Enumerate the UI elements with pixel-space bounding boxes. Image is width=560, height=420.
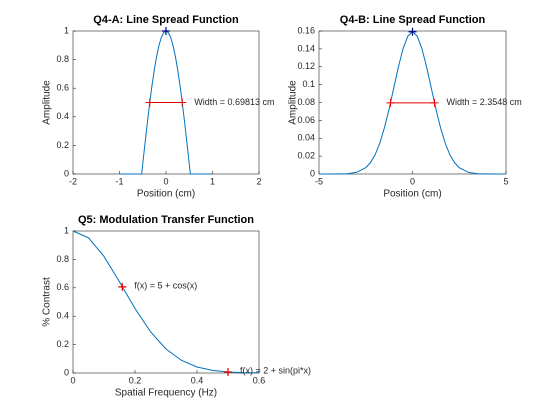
y-axis-label: Amplitude (42, 80, 53, 125)
y-tick-label: 0.4 (56, 111, 69, 121)
chart-title: Q5: Modulation Transfer Function (78, 214, 254, 226)
width-annotation: Width = 0.69813 cm (194, 97, 274, 107)
x-tick-label: 0 (410, 176, 415, 186)
y-tick-label: 0.12 (297, 61, 315, 71)
axes-box (72, 230, 260, 374)
x-tick-label: 1 (210, 176, 215, 186)
y-tick-label: 0.6 (56, 282, 69, 292)
x-tick-label: -5 (315, 176, 323, 186)
y-tick-label: 0.2 (56, 140, 69, 150)
peak-marker (162, 27, 170, 35)
curve (72, 230, 260, 374)
y-tick-label: 0.06 (297, 115, 315, 125)
x-axis-label: Spatial Frequency (Hz) (115, 388, 217, 399)
y-tick-label: 0.02 (297, 151, 315, 161)
width-marker (386, 98, 395, 107)
y-axis-label: % Contrast (42, 277, 53, 327)
y-tick-label: 1 (64, 25, 69, 35)
y-tick-label: 0.1 (302, 79, 315, 89)
y-tick-label: 0.6 (56, 83, 69, 93)
x-tick-label: 5 (503, 176, 508, 186)
point-annotation: f(x) = 2 + sin(pi*x) (240, 365, 311, 375)
y-axis-label: Amplitude (288, 80, 299, 125)
x-tick-label: 0.2 (129, 375, 142, 385)
y-tick-label: 0.8 (56, 54, 69, 64)
point-marker (224, 367, 232, 376)
y-tick-label: 0.8 (56, 254, 69, 264)
width-annotation: Width = 2.3548 cm (447, 97, 522, 107)
x-tick-label: 0.4 (191, 375, 204, 385)
y-tick-label: 0.04 (297, 133, 315, 143)
x-tick-label: 0 (70, 375, 75, 385)
y-tick-label: 0.4 (56, 311, 69, 321)
x-tick-label: -2 (69, 176, 77, 186)
width-marker (430, 98, 439, 107)
y-tick-label: 0 (64, 367, 69, 377)
x-axis-label: Position (cm) (383, 189, 441, 200)
width-marker (178, 98, 187, 107)
point-annotation: f(x) = 5 + cos(x) (134, 280, 197, 290)
width-marker (145, 98, 154, 107)
chart-title: Q4-B: Line Spread Function (340, 14, 486, 26)
x-tick-label: 0 (163, 176, 168, 186)
y-tick-label: 0.2 (56, 339, 69, 349)
peak-marker (408, 27, 417, 36)
point-marker (118, 282, 127, 291)
chart-title: Q4-A: Line Spread Function (93, 14, 239, 26)
x-axis-label: Position (cm) (137, 189, 195, 200)
y-tick-label: 0.16 (297, 25, 315, 35)
y-tick-label: 1 (64, 225, 69, 235)
x-tick-label: 0.6 (253, 375, 266, 385)
x-tick-label: -1 (115, 176, 123, 186)
y-tick-label: 0 (64, 168, 69, 178)
y-tick-label: 0.14 (297, 43, 315, 53)
y-tick-label: 0.08 (297, 97, 315, 107)
y-tick-label: 0 (310, 168, 315, 178)
x-tick-label: 2 (256, 176, 261, 186)
